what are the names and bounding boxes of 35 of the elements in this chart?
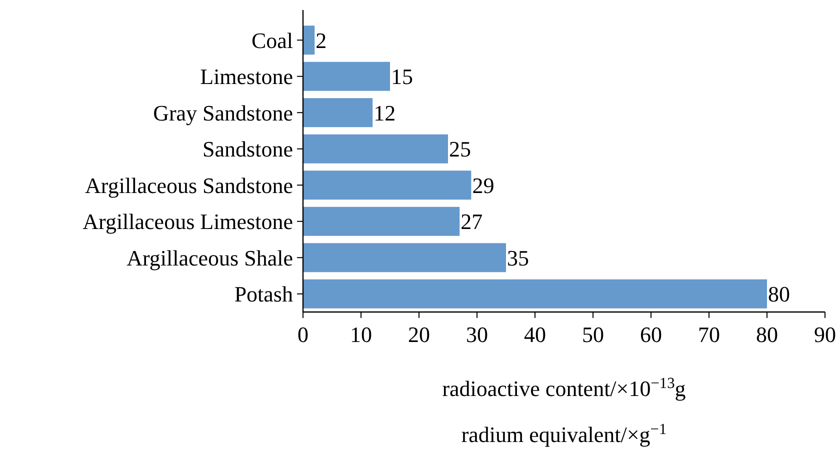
data-label: 15 xyxy=(391,64,413,90)
bar xyxy=(303,279,767,308)
x-tick-label: 0 xyxy=(298,322,308,347)
x-tick-label: 70 xyxy=(698,322,720,347)
data-label: 35 xyxy=(507,245,529,270)
bar xyxy=(303,98,373,128)
x-tick-label: 20 xyxy=(408,322,430,347)
bar xyxy=(303,134,448,164)
y-tick-label: Sandstone xyxy=(202,136,293,162)
x-tick-label: 80 xyxy=(756,322,778,347)
text: radioactive content/×10$^{−13}$g radium equivalent/×g$^{−1}$ xyxy=(442,374,686,447)
y-tick-label: Gray Sandstone xyxy=(153,100,293,126)
x-tick-label: 30 xyxy=(466,322,488,347)
y-tick-label: Argillaceous Shale xyxy=(126,245,293,270)
data-label: 29 xyxy=(472,172,494,198)
x-tick-label: 50 xyxy=(582,322,604,347)
y-tick-label: Potash xyxy=(234,282,293,307)
bar xyxy=(303,62,390,91)
data-label: 12 xyxy=(374,100,396,126)
bar xyxy=(303,243,506,272)
y-tick-label: Coal xyxy=(251,28,293,53)
x-tick-label: 10 xyxy=(350,322,372,347)
bar xyxy=(303,206,460,236)
x-tick-label: 90 xyxy=(814,322,836,347)
y-tick-label: Argillaceous Sandstone xyxy=(85,172,293,198)
bar xyxy=(303,26,315,55)
y-tick-label: Argillaceous Limestone xyxy=(82,209,293,234)
data-label: 80 xyxy=(768,282,790,307)
x-tick-label: 60 xyxy=(640,322,662,347)
data-label: 2 xyxy=(316,28,327,53)
x-tick-label: 40 xyxy=(524,322,546,347)
bar xyxy=(303,170,472,200)
y-tick-label: Limestone xyxy=(200,64,293,90)
data-label: 27 xyxy=(460,209,483,234)
data-label: 25 xyxy=(449,136,471,162)
